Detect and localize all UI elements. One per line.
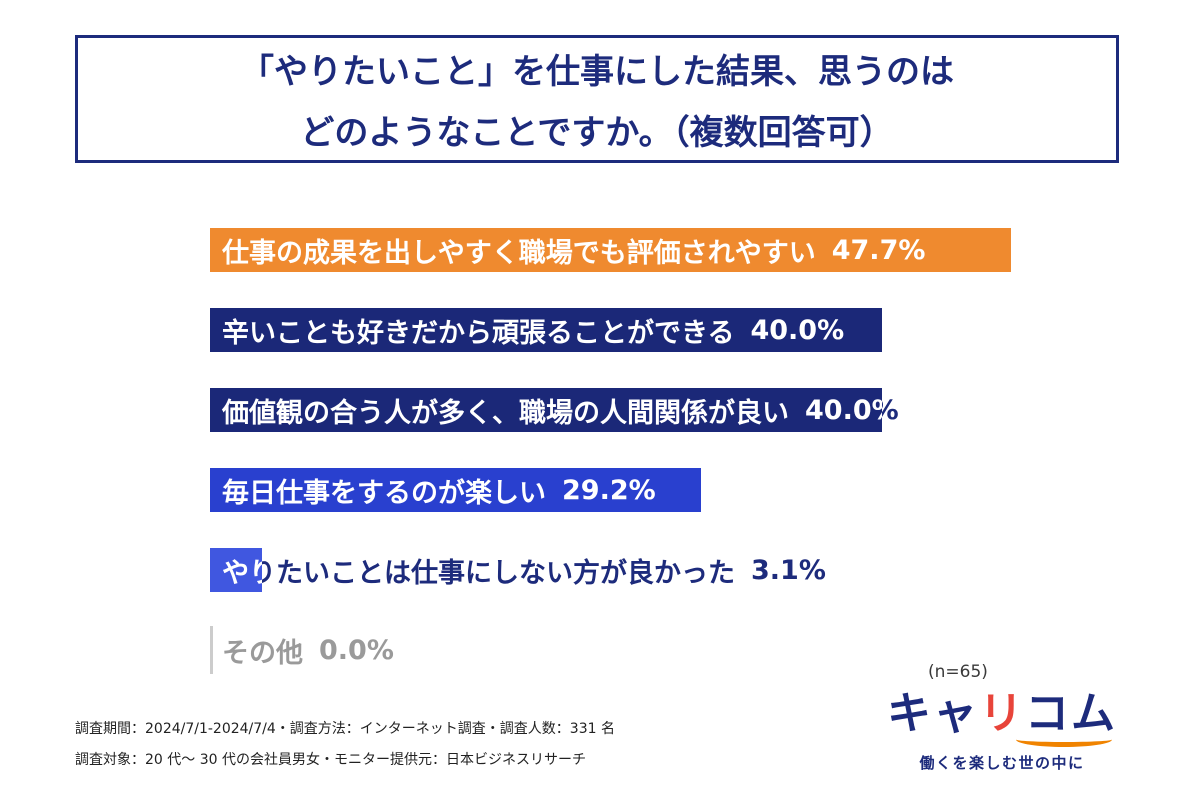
bar-chart: 仕事の成果を出しやすく職場でも評価されやすい 47.7% 仕事の成果を出しやすく… <box>210 228 1070 708</box>
bar-row: その他 0.0% その他 0.0% <box>210 626 1070 674</box>
brand-name-part3: コム <box>1025 688 1117 739</box>
chart-title-line1: 「やりたいこと」を仕事にした結果、思うのは <box>240 52 954 92</box>
brand-name-accent: リ <box>979 688 1025 739</box>
bar-label-overlay: 価値観の合う人が多く、職場の人間関係が良い 40.0% <box>222 394 882 429</box>
brand-name: キャリコム <box>882 688 1122 739</box>
bar-value-label: 3.1% <box>751 554 826 586</box>
bar-label-overlay: 仕事の成果を出しやすく職場でも評価されやすい 47.7% <box>222 234 926 269</box>
bar-label-text: その他 <box>222 637 303 669</box>
bar-row: 価値観の合う人が多く、職場の人間関係が良い 40.0% 価値観の合う人が多く、職… <box>210 388 1070 432</box>
bar-fill: 仕事の成果を出しやすく職場でも評価されやすい 47.7% <box>210 228 1011 272</box>
bar-row: 毎日仕事をするのが楽しい 29.2% 毎日仕事をするのが楽しい 29.2% <box>210 468 1070 512</box>
sample-size-label: (n=65) <box>928 662 988 682</box>
bar-label-overlay: 毎日仕事をするのが楽しい 29.2% <box>222 474 656 509</box>
bar-fill: やりたいことは仕事にしない方が良かった 3.1% <box>210 548 262 592</box>
survey-note-line2: 調査対象：20 代〜 30 代の会社員男女・モニター提供元：日本ビジネスリサーチ <box>75 752 586 768</box>
bar-label-overlay: やりたいことは仕事にしない方が良かった 3.1% <box>222 557 262 589</box>
bar-row: やりたいことは仕事にしない方が良かった 3.1% やりたいことは仕事にしない方が… <box>210 548 1070 592</box>
bar-fill: 辛いことも好きだから頑張ることができる 40.0% <box>210 308 882 352</box>
brand-name-part1: キャ <box>887 688 979 739</box>
bar-fill: 毎日仕事をするのが楽しい 29.2% <box>210 468 701 512</box>
bar-label-text: やりたいことは仕事にしない方が良かった <box>222 557 735 589</box>
brand-tagline: 働くを楽しむ世の中に <box>919 754 1085 773</box>
logo-swoosh-decoration <box>1016 732 1112 748</box>
bar-label: その他 0.0% <box>210 628 394 672</box>
bar-label-overlay: 辛いことも好きだから頑張ることができる 40.0% <box>222 314 845 349</box>
bar-fill: 価値観の合う人が多く、職場の人間関係が良い 40.0% <box>210 388 882 432</box>
bar-row: 仕事の成果を出しやすく職場でも評価されやすい 47.7% 仕事の成果を出しやすく… <box>210 228 1070 272</box>
bar-row: 辛いことも好きだから頑張ることができる 40.0% 辛いことも好きだから頑張るこ… <box>210 308 1070 352</box>
title-box: 「やりたいこと」を仕事にした結果、思うのは どのようなことですか。（複数回答可） <box>75 35 1119 163</box>
chart-title-line2: どのようなことですか。（複数回答可） <box>300 113 894 153</box>
bar-value-label: 0.0% <box>319 634 394 666</box>
brand-logo: キャリコム 働くを楽しむ世の中に <box>882 688 1122 773</box>
bar-label: やりたいことは仕事にしない方が良かった 3.1% <box>210 548 826 592</box>
survey-note-line1: 調査期間：2024/7/1-2024/7/4・調査方法：インターネット調査・調査… <box>75 721 615 737</box>
survey-notes: 調査期間：2024/7/1-2024/7/4・調査方法：インターネット調査・調査… <box>75 714 615 776</box>
